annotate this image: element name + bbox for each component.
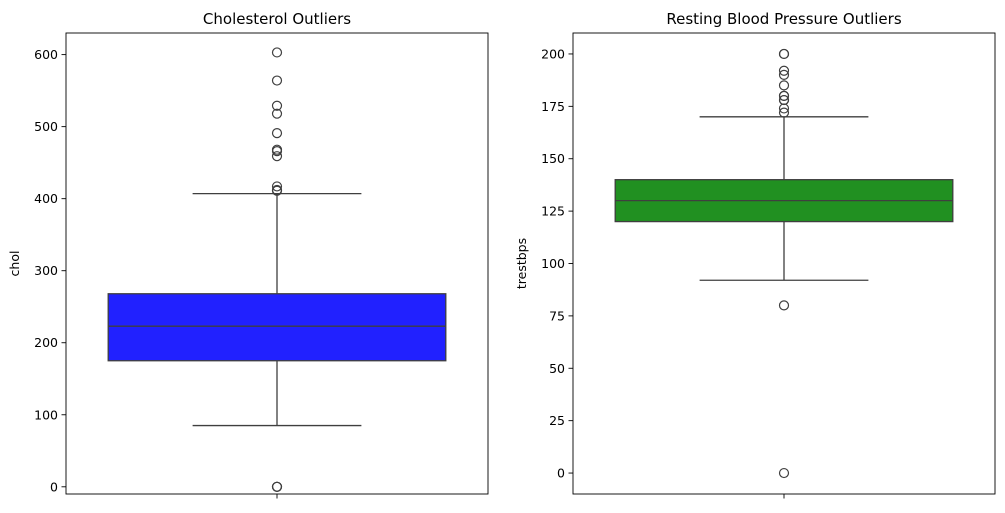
outlier-point [271,47,283,58]
outlier-point [271,184,283,196]
y-tick-label: 600 [34,47,58,62]
iqr-box [107,293,447,362]
outlier-point [778,48,790,60]
y-axis-label: chol [7,251,22,277]
y-tick-label: 200 [541,46,565,61]
chart-1: Cholesterol Outliers 0 100 200 300 400 500 600 c… [7,10,489,499]
y-tick-label: 100 [34,407,58,422]
outlier-point [271,151,283,162]
outlier-point [778,107,790,118]
outlier-point [271,481,283,492]
outlier-point [271,144,283,155]
y-tick-label: 400 [34,191,58,206]
y-axis-label: trestbps [514,238,529,289]
outlier-point [778,300,790,311]
outlier-point [778,467,790,479]
y-tick-label: 175 [541,99,565,114]
outlier-point [778,94,790,106]
y-tick-label: 0 [50,479,58,494]
y-tick-label: 300 [34,263,58,278]
y-tick-label: 125 [541,204,565,219]
chart-2: Resting Blood Pressure Outliers 0 25 50 75 10… [514,10,996,499]
y-tick-label: 0 [557,466,565,481]
outlier-point [778,69,790,81]
y-tick-label: 200 [34,335,58,350]
y-tick-label: 25 [549,413,565,428]
y-tick-label: 75 [549,308,565,323]
outlier-point [271,100,283,111]
outlier-point [778,80,790,91]
outlier-point [778,90,790,101]
y-tick-label: 150 [541,151,565,166]
outlier-point [271,128,283,139]
y-tick-label: 100 [541,256,565,271]
outlier-point [778,103,790,114]
outlier-point [778,65,790,76]
outlier-point [271,108,283,119]
y-tick-label: 50 [549,361,565,376]
chart-title: Resting Blood Pressure Outliers [666,10,901,28]
outlier-point [271,75,283,86]
outlier-point [271,181,283,192]
chart-title: Cholesterol Outliers [203,10,351,28]
y-tick-label: 500 [34,119,58,134]
